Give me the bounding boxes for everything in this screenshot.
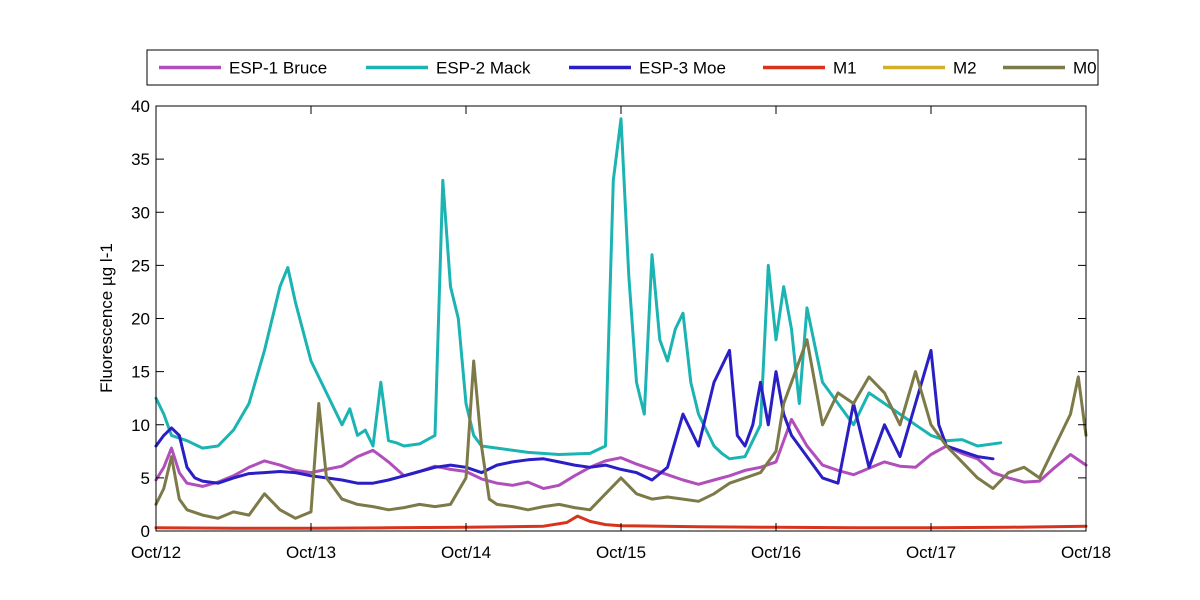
legend-label: M2 — [953, 59, 977, 78]
series-line-esp-3-moe — [154, 348, 995, 485]
x-tick-label: Oct/12 — [131, 543, 181, 562]
legend-label: ESP-2 Mack — [436, 59, 531, 78]
y-tick-label: 0 — [141, 522, 150, 541]
x-tick-label: Oct/18 — [1061, 543, 1111, 562]
legend-label: M1 — [833, 59, 857, 78]
y-tick-label: 20 — [131, 310, 150, 329]
series-line-esp-2-mack — [154, 117, 1003, 461]
x-tick-label: Oct/14 — [441, 543, 491, 562]
y-tick-label: 10 — [131, 416, 150, 435]
x-tick-label: Oct/16 — [751, 543, 801, 562]
y-tick-label: 15 — [131, 363, 150, 382]
y-tick-label: 30 — [131, 203, 150, 222]
y-axis-title: Fluorescence µg l-1 — [97, 243, 116, 393]
series-layer — [154, 117, 1088, 530]
x-tick-label: Oct/13 — [286, 543, 336, 562]
y-tick-label: 25 — [131, 256, 150, 275]
x-tick-label: Oct/17 — [906, 543, 956, 562]
series-line-m1 — [154, 514, 1088, 530]
series-line-m0 — [154, 338, 1088, 520]
plot-area — [156, 106, 1086, 531]
y-tick-label: 5 — [141, 469, 150, 488]
legend: ESP-1 Bruce ESP-2 Mack ESP-3 Moe M1 M2 M0 — [146, 49, 1099, 86]
legend-label: ESP-3 Moe — [639, 59, 726, 78]
series-line-esp-1-bruce — [154, 417, 1088, 490]
axes-layer: 0 5 10 15 20 25 30 35 40 Oct/12 Oct/13 Oct/14 Oct/15… — [131, 97, 1111, 562]
y-tick-label: 40 — [131, 97, 150, 116]
legend-label: M0 — [1073, 59, 1097, 78]
y-tick-label: 35 — [131, 150, 150, 169]
x-tick-label: Oct/15 — [596, 543, 646, 562]
legend-label: ESP-1 Bruce — [229, 59, 327, 78]
